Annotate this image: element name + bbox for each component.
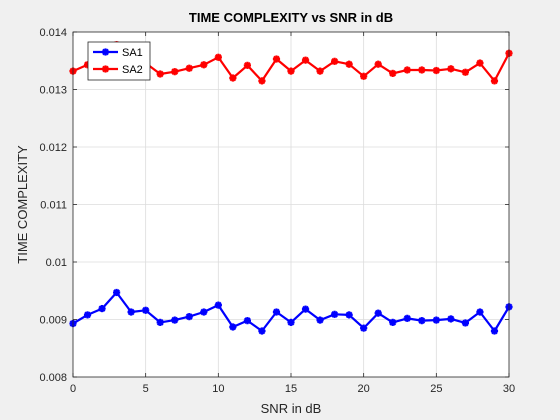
data-point-sa1	[389, 318, 397, 326]
data-point-sa1	[490, 327, 499, 335]
y-tick-label: 0.008	[39, 372, 67, 384]
legend-label-sa2: SA2	[122, 64, 143, 76]
y-tick-label: 0.012	[39, 142, 67, 154]
data-point-sa2	[301, 56, 310, 64]
data-point-sa2	[171, 68, 179, 76]
x-tick-label: 5	[143, 383, 149, 395]
y-tick-label: 0.01	[46, 257, 67, 269]
data-point-sa1	[214, 301, 222, 309]
data-point-sa1	[345, 311, 353, 319]
data-point-sa2	[476, 59, 484, 67]
data-point-sa2	[490, 77, 499, 85]
data-point-sa2	[345, 60, 353, 68]
data-point-sa1	[316, 316, 324, 324]
data-point-sa1	[156, 318, 164, 326]
data-point-sa1	[258, 327, 266, 335]
data-point-sa1	[171, 316, 179, 324]
data-point-sa2	[214, 53, 222, 61]
axis-ticks: 0 5 10 15 20 25 30 0.008 0.009 0.01 0.011 0.012 0.01…	[39, 27, 515, 395]
data-point-sa1	[185, 313, 193, 321]
data-point-sa1	[200, 308, 208, 316]
data-point-sa1	[113, 288, 121, 297]
series-sa1	[69, 288, 513, 335]
data-point-sa2	[389, 69, 397, 77]
x-tick-label: 0	[70, 383, 76, 395]
data-point-sa2	[432, 66, 440, 75]
data-point-sa1	[272, 308, 281, 316]
data-point-sa2	[185, 64, 193, 72]
data-point-sa1	[374, 309, 382, 317]
data-point-sa1	[360, 324, 368, 332]
data-point-sa1	[418, 317, 426, 325]
data-point-sa2	[156, 70, 164, 78]
legend-marker-sa1	[101, 48, 110, 56]
data-point-sa1	[287, 318, 295, 326]
data-point-sa2	[360, 72, 368, 80]
chart-title: TIME COMPLEXITY vs SNR in dB	[189, 10, 393, 25]
series-layer	[69, 41, 513, 335]
data-point-sa1	[127, 308, 135, 316]
data-point-sa2	[418, 66, 426, 74]
x-tick-label: 15	[285, 383, 297, 395]
data-point-sa2	[200, 61, 208, 69]
x-axis-label: SNR in dB	[261, 401, 322, 416]
grid-lines	[73, 32, 509, 377]
data-point-sa1	[142, 306, 150, 314]
y-tick-label: 0.011	[40, 200, 67, 212]
data-point-sa1	[461, 319, 469, 327]
y-tick-label: 0.013	[39, 85, 67, 97]
x-tick-label: 10	[212, 383, 224, 395]
data-point-sa2	[243, 61, 251, 69]
x-tick-label: 20	[358, 383, 370, 395]
legend-box	[87, 41, 151, 81]
y-tick-label: 0.014	[39, 27, 67, 39]
data-point-sa1	[447, 315, 455, 323]
data-point-sa2	[258, 77, 266, 85]
legend-marker-sa2	[101, 65, 110, 73]
data-point-sa1	[476, 308, 484, 316]
y-tick-label: 0.009	[39, 315, 67, 327]
data-point-sa2	[272, 55, 281, 63]
x-tick-label: 30	[503, 383, 515, 395]
data-point-sa1	[403, 314, 411, 322]
data-point-sa1	[243, 317, 251, 325]
data-point-sa2	[374, 60, 382, 68]
data-point-sa1	[432, 316, 440, 324]
data-point-sa2	[287, 67, 295, 75]
data-point-sa1	[301, 305, 310, 313]
y-axis-label: TIME COMPLEXITY	[15, 145, 30, 264]
data-point-sa2	[229, 74, 237, 82]
legend-label-sa1: SA1	[122, 47, 143, 59]
data-point-sa2	[316, 67, 324, 75]
data-point-sa1	[98, 304, 106, 313]
data-point-sa2	[403, 66, 411, 74]
x-tick-label: 25	[430, 383, 442, 395]
data-point-sa1	[331, 310, 339, 318]
data-point-sa2	[447, 65, 455, 73]
data-point-sa2	[331, 57, 339, 65]
data-point-sa1	[83, 311, 92, 319]
data-point-sa2	[461, 68, 469, 76]
data-point-sa1	[229, 323, 237, 331]
